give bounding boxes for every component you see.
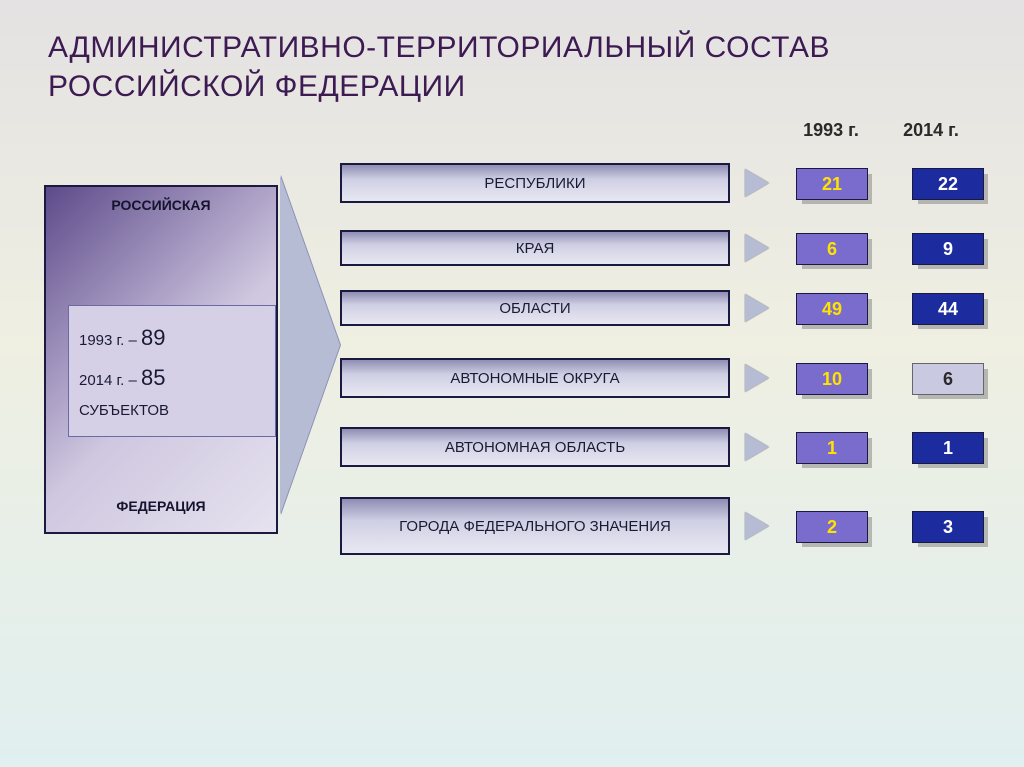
- rf-line1: 1993 г. – 89: [79, 318, 265, 358]
- category-bar: ОБЛАСТИ: [340, 290, 730, 326]
- year-2014-header: 2014 г.: [896, 120, 966, 141]
- rf-box: РОССИЙСКАЯ 1993 г. – 89 2014 г. – 85 СУБ…: [44, 185, 278, 534]
- value-2014: 6: [912, 363, 984, 395]
- value-1993: 2: [796, 511, 868, 543]
- rf-line2a: 2014 г. –: [79, 372, 141, 389]
- rf-line2b: 85: [141, 365, 165, 390]
- value-1993: 49: [796, 293, 868, 325]
- rf-line2: 2014 г. – 85: [79, 358, 265, 398]
- category-bar: АВТОНОМНЫЕ ОКРУГА: [340, 358, 730, 398]
- rf-line1b: 89: [141, 325, 165, 350]
- rf-top-label: РОССИЙСКАЯ: [46, 197, 276, 213]
- rf-line1a: 1993 г. –: [79, 332, 141, 349]
- category-bar: РЕСПУБЛИКИ: [340, 163, 730, 203]
- year-headers: 1993 г. 2014 г.: [796, 120, 996, 141]
- value-2014: 44: [912, 293, 984, 325]
- arrow-icon: [745, 294, 769, 322]
- arrow-icon: [745, 234, 769, 262]
- arrow-icon: [745, 364, 769, 392]
- rf-line3: СУБЪЕКТОВ: [79, 397, 265, 424]
- value-1993: 10: [796, 363, 868, 395]
- arrow-icon: [745, 169, 769, 197]
- arrow-icon: [745, 433, 769, 461]
- rf-bottom-label: ФЕДЕРАЦИЯ: [46, 498, 276, 514]
- page-title: АДМИНИСТРАТИВНО-ТЕРРИТОРИАЛЬНЫЙ СОСТАВ Р…: [48, 28, 948, 106]
- slide: АДМИНИСТРАТИВНО-ТЕРРИТОРИАЛЬНЫЙ СОСТАВ Р…: [0, 0, 1024, 767]
- value-1993: 1: [796, 432, 868, 464]
- rf-inner-box: 1993 г. – 89 2014 г. – 85 СУБЪЕКТОВ: [68, 305, 276, 437]
- arrow-icon: [745, 512, 769, 540]
- value-1993: 21: [796, 168, 868, 200]
- category-bar: АВТОНОМНАЯ ОБЛАСТЬ: [340, 427, 730, 467]
- big-arrow-icon: [280, 175, 340, 515]
- category-bar: ГОРОДА ФЕДЕРАЛЬНОГО ЗНАЧЕНИЯ: [340, 497, 730, 555]
- value-2014: 3: [912, 511, 984, 543]
- value-2014: 9: [912, 233, 984, 265]
- year-1993-header: 1993 г.: [796, 120, 866, 141]
- value-2014: 22: [912, 168, 984, 200]
- value-2014: 1: [912, 432, 984, 464]
- category-bar: КРАЯ: [340, 230, 730, 266]
- value-1993: 6: [796, 233, 868, 265]
